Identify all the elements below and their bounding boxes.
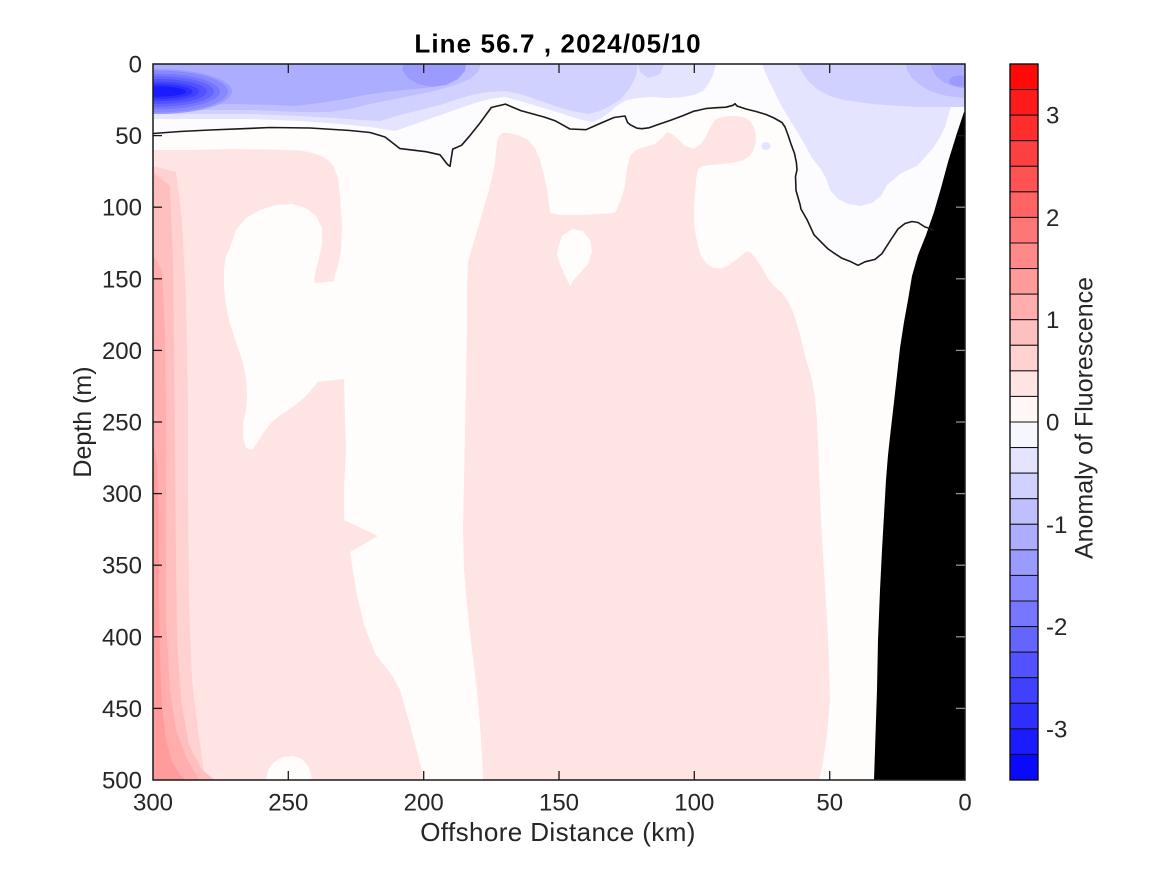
svg-text:300: 300 bbox=[133, 790, 173, 817]
svg-text:500: 500 bbox=[102, 768, 142, 795]
svg-text:250: 250 bbox=[268, 790, 308, 817]
svg-text:Depth (m): Depth (m) bbox=[69, 366, 97, 477]
svg-text:-1: -1 bbox=[1046, 512, 1067, 539]
svg-text:1: 1 bbox=[1046, 307, 1059, 334]
svg-text:100: 100 bbox=[102, 195, 142, 222]
svg-text:Anomaly of Fluorescence: Anomaly of Fluorescence bbox=[1071, 277, 1099, 559]
svg-text:450: 450 bbox=[102, 696, 142, 723]
svg-text:350: 350 bbox=[102, 553, 142, 580]
svg-text:50: 50 bbox=[816, 790, 843, 817]
svg-text:200: 200 bbox=[102, 338, 142, 365]
svg-text:2: 2 bbox=[1046, 205, 1059, 232]
svg-text:400: 400 bbox=[102, 624, 142, 651]
svg-text:300: 300 bbox=[102, 481, 142, 508]
svg-text:0: 0 bbox=[958, 790, 971, 817]
svg-text:150: 150 bbox=[539, 790, 579, 817]
svg-text:200: 200 bbox=[404, 790, 444, 817]
svg-text:50: 50 bbox=[115, 123, 142, 150]
svg-text:-3: -3 bbox=[1046, 716, 1067, 743]
svg-text:0: 0 bbox=[129, 52, 142, 79]
svg-text:0: 0 bbox=[1046, 410, 1059, 437]
svg-text:Line 56.7 , 2024/05/10: Line 56.7 , 2024/05/10 bbox=[414, 29, 701, 59]
svg-text:-2: -2 bbox=[1046, 614, 1067, 641]
svg-text:3: 3 bbox=[1046, 103, 1059, 130]
svg-text:Offshore Distance (km): Offshore Distance (km) bbox=[420, 817, 696, 847]
svg-text:250: 250 bbox=[102, 410, 142, 437]
svg-text:100: 100 bbox=[674, 790, 714, 817]
svg-text:150: 150 bbox=[102, 266, 142, 293]
